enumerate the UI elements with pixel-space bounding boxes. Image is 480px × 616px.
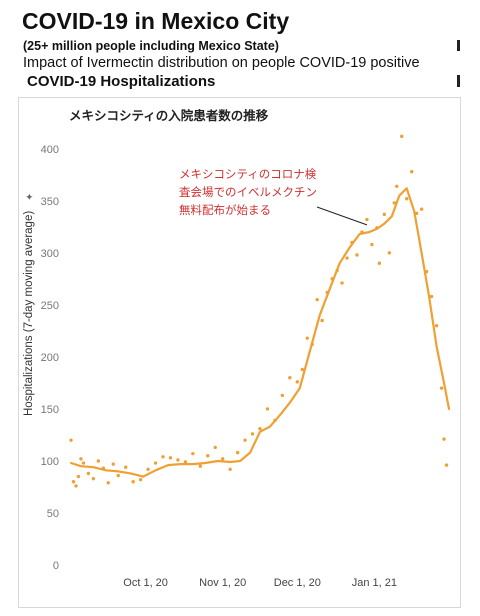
daily-point xyxy=(320,318,324,323)
daily-point xyxy=(111,462,115,466)
annotation-text-line: メキシコシティのコロナ検 xyxy=(179,167,317,181)
daily-point xyxy=(258,426,262,431)
hospitalizations-chart[interactable]: メキシコシティの入院患者数の推移 0 50 100 150 200 250 300 350 40… xyxy=(19,98,460,607)
daily-point xyxy=(146,467,150,471)
daily-point xyxy=(131,480,135,484)
daily-point xyxy=(213,445,217,450)
daily-point xyxy=(79,457,83,461)
y-tick-label: 200 xyxy=(41,352,59,364)
x-tick-label: Nov 1, 20 xyxy=(199,577,246,589)
y-axis: 0 50 100 150 200 250 300 350 400 xyxy=(41,144,59,572)
daily-point xyxy=(300,367,304,372)
x-tick-label: Dec 1, 20 xyxy=(274,577,321,589)
daily-point xyxy=(392,201,396,205)
x-tick-label: Oct 1, 20 xyxy=(123,577,168,589)
y-tick-label: 100 xyxy=(41,456,59,468)
daily-point xyxy=(168,456,173,460)
daily-point xyxy=(365,217,369,222)
daily-point xyxy=(235,450,240,455)
annotation-text-line: 査会場でのイベルメクチン xyxy=(179,185,317,199)
moving-average-line xyxy=(69,187,451,478)
daily-point xyxy=(439,386,444,390)
daily-point xyxy=(409,170,414,174)
daily-point xyxy=(345,256,349,260)
daily-point xyxy=(106,481,111,485)
annotation-text-line: 無料配布が始まる xyxy=(179,203,271,217)
daily-point xyxy=(442,437,446,441)
daily-point xyxy=(419,207,424,211)
daily-point xyxy=(228,467,232,471)
page-title: COVID-19 in Mexico City xyxy=(22,8,290,34)
daily-point xyxy=(138,477,143,482)
daily-point xyxy=(315,297,319,302)
daily-point xyxy=(220,457,225,461)
daily-point xyxy=(243,438,247,442)
page-subtitle: (25+ million people including Mexico Sta… xyxy=(23,39,279,53)
daily-point xyxy=(76,474,81,479)
daily-point xyxy=(370,242,374,247)
annotation-leader-line xyxy=(316,206,368,226)
daily-point xyxy=(405,197,409,201)
daily-point xyxy=(176,458,180,462)
daily-point xyxy=(86,471,91,476)
daily-point xyxy=(74,484,78,488)
daily-point xyxy=(191,451,195,456)
daily-point xyxy=(355,253,359,257)
daily-point xyxy=(71,480,76,484)
daily-point xyxy=(91,476,96,481)
daily-point xyxy=(183,460,188,464)
daily-point xyxy=(288,376,292,380)
daily-point xyxy=(429,294,434,299)
daily-point xyxy=(124,465,128,469)
daily-point xyxy=(250,432,255,436)
impact-heading: Impact of Ivermectin distribution on peo… xyxy=(23,55,420,71)
daily-point xyxy=(382,212,387,217)
daily-point xyxy=(161,455,165,459)
daily-point xyxy=(153,461,158,465)
y-tick-label: 300 xyxy=(41,248,59,260)
daily-point xyxy=(305,336,309,340)
moving-average-layer xyxy=(69,187,451,478)
x-tick-label: Jan 1, 21 xyxy=(352,577,397,589)
daily-point xyxy=(116,473,120,478)
daily-point xyxy=(377,261,382,265)
y-tick-label: 400 xyxy=(41,144,59,156)
y-axis-title-group: Hospitalizations (7-day moving average) … xyxy=(23,193,36,416)
chart-title: メキシコシティの入院患者数の推移 xyxy=(69,108,269,123)
daily-point xyxy=(69,438,73,442)
y-axis-title: Hospitalizations (7-day moving average) xyxy=(23,211,35,416)
sort-pin-icon[interactable]: ✦ xyxy=(25,193,36,201)
chart-frame: メキシコシティの入院患者数の推移 0 50 100 150 200 250 300 350 40… xyxy=(18,97,461,608)
y-tick-label: 50 xyxy=(47,508,59,520)
y-tick-label: 150 xyxy=(41,404,59,416)
section-heading: COVID-19 Hospitalizations xyxy=(27,73,216,90)
daily-point xyxy=(198,464,203,468)
daily-point xyxy=(96,459,101,463)
y-tick-label: 350 xyxy=(41,196,59,208)
edge-marker-bottom xyxy=(457,75,460,87)
daily-point xyxy=(280,393,285,398)
daily-point xyxy=(444,463,449,467)
edge-marker-top xyxy=(457,40,460,51)
daily-point xyxy=(395,184,399,188)
daily-point xyxy=(400,134,404,139)
daily-point xyxy=(81,461,86,465)
y-tick-label: 0 xyxy=(53,560,59,572)
daily-point xyxy=(295,380,300,384)
daily-point xyxy=(340,281,344,285)
y-tick-label: 250 xyxy=(41,300,59,312)
x-axis: Oct 1, 20 Nov 1, 20 Dec 1, 20 Jan 1, 21 xyxy=(123,577,397,589)
daily-point xyxy=(265,407,270,411)
daily-point xyxy=(206,454,210,458)
daily-point xyxy=(434,323,439,328)
daily-point xyxy=(387,251,392,255)
